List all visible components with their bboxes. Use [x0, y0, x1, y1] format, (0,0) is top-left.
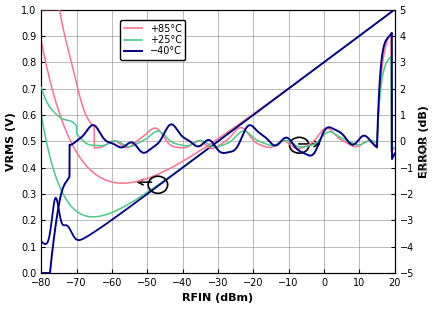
- X-axis label: RFIN (dBm): RFIN (dBm): [182, 294, 253, 303]
- Y-axis label: VRMS (V): VRMS (V): [6, 112, 16, 171]
- Legend: +85°C, +25°C, −40°C: +85°C, +25°C, −40°C: [120, 20, 185, 60]
- Y-axis label: ERROR (dB): ERROR (dB): [418, 105, 428, 178]
- Text: 11953-002: 11953-002: [421, 135, 427, 174]
